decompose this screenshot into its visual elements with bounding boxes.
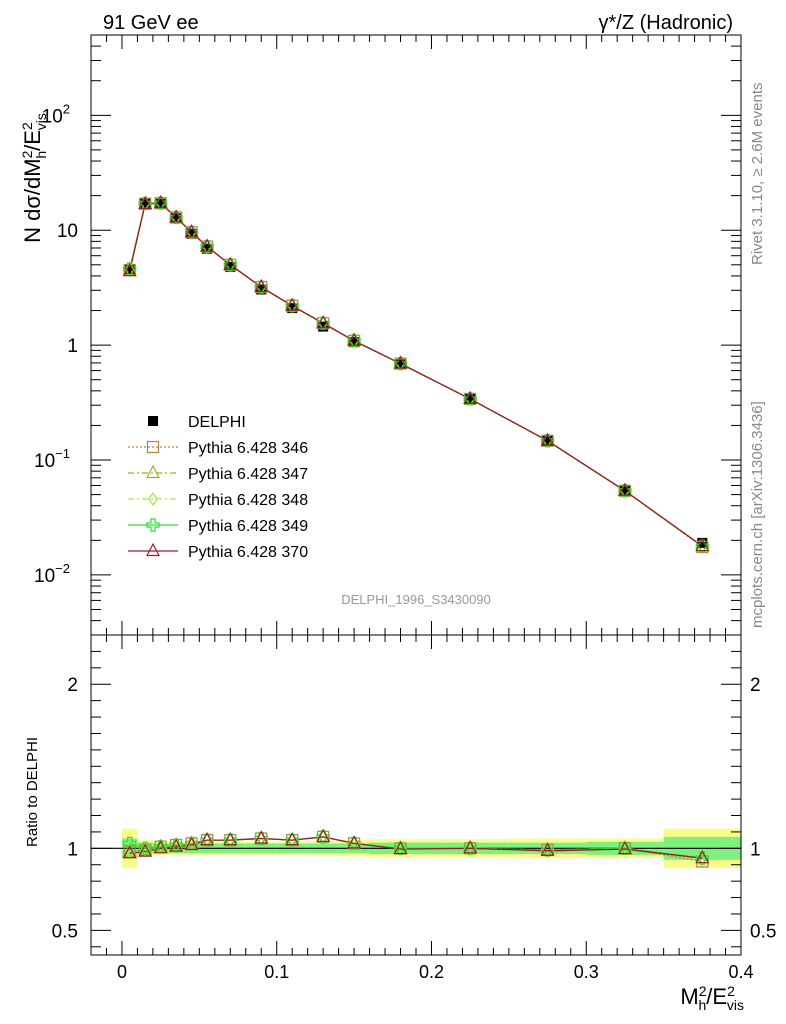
ratio-point-pythia-6.428-370 bbox=[393, 840, 408, 855]
y-tick-label: 102 bbox=[42, 101, 70, 127]
point-delphi bbox=[697, 537, 708, 548]
point-pythia-6.428-349 bbox=[123, 262, 137, 276]
ratio-point-pythia-6.428-370 bbox=[463, 840, 478, 854]
point-pythia-6.428-370 bbox=[316, 315, 331, 329]
ratio-frame bbox=[90, 634, 742, 956]
legend-label: Pythia 6.428 346 bbox=[188, 440, 308, 457]
legend-marker bbox=[146, 440, 160, 454]
ratio-y-tick-label-right: 1 bbox=[750, 839, 761, 860]
x-tick-label: 0.1 bbox=[264, 962, 289, 982]
y-tick-label: 10−2 bbox=[34, 561, 70, 587]
x-tick-label: 0 bbox=[117, 962, 127, 982]
ratio-point-pythia-6.428-349 bbox=[138, 841, 152, 855]
point-delphi bbox=[155, 198, 166, 209]
rivet-label: Rivet 3.1.10, ≥ 2.6M events bbox=[749, 83, 766, 266]
ratio-point-pythia-6.428-370 bbox=[347, 835, 362, 849]
svg-text:N dσ/dM2h/E2vis: N dσ/dM2h/E2vis bbox=[19, 113, 49, 243]
point-pythia-6.428-370 bbox=[200, 238, 215, 252]
ratio-point-pythia-6.428-370 bbox=[153, 840, 168, 854]
point-pythia-6.428-370 bbox=[153, 194, 168, 209]
ratio-point-pythia-6.428-370 bbox=[254, 830, 269, 844]
point-delphi bbox=[202, 243, 213, 254]
point-pythia-6.428-370 bbox=[393, 355, 408, 369]
ratio-y-tick-label-left: 1 bbox=[67, 839, 78, 860]
point-delphi bbox=[287, 303, 298, 314]
point-delphi bbox=[395, 359, 406, 370]
point-delphi bbox=[124, 263, 135, 274]
point-delphi bbox=[465, 393, 476, 404]
legend-label: Pythia 6.428 349 bbox=[188, 518, 308, 535]
ratio-series-markers bbox=[122, 828, 710, 868]
svg-text:M2h/E2vis: M2 h/E2 vis bbox=[680, 983, 744, 1013]
legend-marker bbox=[148, 491, 158, 507]
point-pythia-6.428-370 bbox=[169, 209, 184, 223]
point-delphi bbox=[256, 284, 267, 295]
ratio-y-tick-label-left: 0.5 bbox=[52, 921, 78, 942]
ratio-point-pythia-6.428-370 bbox=[617, 840, 632, 855]
x-tick-label: 0.4 bbox=[728, 962, 753, 982]
ratio-point-pythia-6.428-370 bbox=[200, 831, 215, 846]
mcplots-label: mcplots.cern.ch [arXiv:1306.3436] bbox=[749, 401, 766, 628]
point-pythia-6.428-370 bbox=[138, 195, 153, 210]
ratio-point-pythia-6.428-370 bbox=[169, 838, 184, 852]
point-delphi bbox=[318, 321, 329, 332]
point-delphi bbox=[171, 213, 182, 224]
main-series-markers bbox=[122, 194, 710, 554]
legend-marker bbox=[146, 518, 160, 532]
legend: DELPHI Pythia 6.428 346 Pythia 6.428 347 Py… bbox=[128, 414, 308, 561]
y-tick-label: 10−1 bbox=[34, 446, 70, 472]
point-pythia-6.428-370 bbox=[463, 390, 478, 405]
point-delphi bbox=[140, 198, 151, 209]
x-tick-label: 0.3 bbox=[574, 962, 599, 982]
ratio-point-pythia-6.428-370 bbox=[285, 831, 300, 846]
ratio-line-pythia-6.428-370 bbox=[129, 836, 703, 859]
legend-label: Pythia 6.428 370 bbox=[188, 544, 308, 561]
point-pythia-6.428-370 bbox=[617, 482, 632, 496]
axis-ticks bbox=[90, 34, 742, 955]
legend-label: Pythia 6.428 347 bbox=[188, 466, 308, 483]
point-pythia-6.428-370 bbox=[347, 332, 362, 346]
y-tick-label: 1 bbox=[67, 336, 78, 357]
point-delphi bbox=[186, 228, 197, 239]
ratio-series-lines bbox=[129, 836, 703, 863]
tick-labels: 0 0.1 0.2 0.3 0.4 10−2 10−1 1 10 102 0.5 0.5 1 1 2 2 bbox=[34, 101, 776, 982]
legend-label: DELPHI bbox=[188, 414, 246, 431]
point-pythia-6.428-370 bbox=[254, 278, 269, 293]
point-pythia-6.428-370 bbox=[540, 432, 555, 446]
header-right: γ*/Z (Hadronic) bbox=[599, 12, 733, 34]
point-delphi bbox=[225, 261, 236, 272]
legend-marker-delphi bbox=[148, 416, 158, 426]
point-pythia-6.428-370 bbox=[184, 224, 199, 238]
series-line-pythia-6.428-370 bbox=[129, 202, 703, 547]
ratio-y-tick-label-left: 2 bbox=[67, 675, 78, 696]
main-series-lines bbox=[129, 202, 703, 548]
legend-marker bbox=[146, 542, 160, 557]
point-delphi bbox=[542, 435, 553, 446]
x-axis-title: M2 h/E2 vis bbox=[680, 983, 744, 1013]
ratio-point-pythia-6.428-370 bbox=[223, 831, 238, 846]
ratio-point-pythia-6.428-370 bbox=[316, 828, 331, 842]
point-pythia-6.428-370 bbox=[695, 537, 710, 552]
ratio-y-axis-title: Ratio to DELPHI bbox=[24, 737, 41, 847]
ratio-y-tick-label-right: 2 bbox=[750, 675, 761, 696]
ratio-point-pythia-6.428-370 bbox=[184, 836, 199, 851]
main-y-axis-title: N dσ/dM2h/E2vis bbox=[19, 113, 49, 243]
point-pythia-6.428-370 bbox=[223, 256, 238, 270]
ratio-y-tick-label-right: 0.5 bbox=[750, 921, 776, 942]
point-pythia-6.428-370 bbox=[285, 297, 300, 311]
analysis-tag: DELPHI_1996_S3430090 bbox=[341, 592, 491, 607]
legend-label: Pythia 6.428 348 bbox=[188, 492, 308, 509]
header-left: 91 GeV ee bbox=[103, 12, 199, 34]
point-pythia-6.428-370 bbox=[122, 262, 137, 277]
x-tick-label: 0.2 bbox=[419, 962, 444, 982]
ratio-point-pythia-6.428-370 bbox=[122, 845, 137, 859]
legend-marker bbox=[146, 464, 160, 479]
point-delphi bbox=[349, 337, 360, 348]
y-tick-label: 10 bbox=[57, 221, 78, 242]
ratio-point-pythia-6.428-370 bbox=[695, 849, 710, 864]
point-delphi bbox=[619, 485, 630, 496]
ratio-point-pythia-6.428-370 bbox=[138, 843, 153, 857]
ratio-point-pythia-6.428-370 bbox=[540, 842, 555, 856]
